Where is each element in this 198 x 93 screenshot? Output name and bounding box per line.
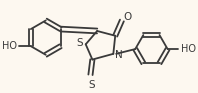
Text: N: N [115,50,123,60]
Text: S: S [88,80,95,90]
Text: S: S [76,38,83,48]
Text: HO: HO [2,41,17,51]
Text: HO: HO [181,44,196,54]
Text: O: O [124,12,132,22]
